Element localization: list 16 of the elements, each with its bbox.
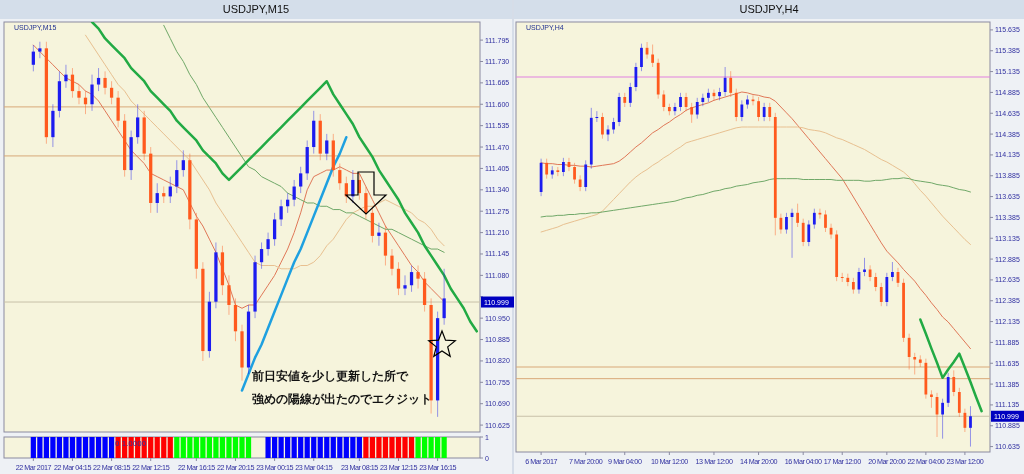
line-series [90,22,478,333]
line-series [163,24,445,253]
line-series [919,318,983,413]
line-series [540,126,971,245]
line-series [540,177,971,218]
line-series [240,135,348,392]
chart-title: USDJPY,M15 [222,3,290,15]
candlestick [578,174,582,192]
line-series [540,91,971,350]
candlestick [595,110,599,123]
candlestick [868,264,872,282]
chart-title: USDJPY,H4 [739,3,799,15]
annotation: 前日安値を少し更新した所で [251,369,409,383]
line-series [85,34,445,270]
annotation: 強めの陽線が出たのでエクジット [252,392,432,406]
candlestick [38,41,42,59]
